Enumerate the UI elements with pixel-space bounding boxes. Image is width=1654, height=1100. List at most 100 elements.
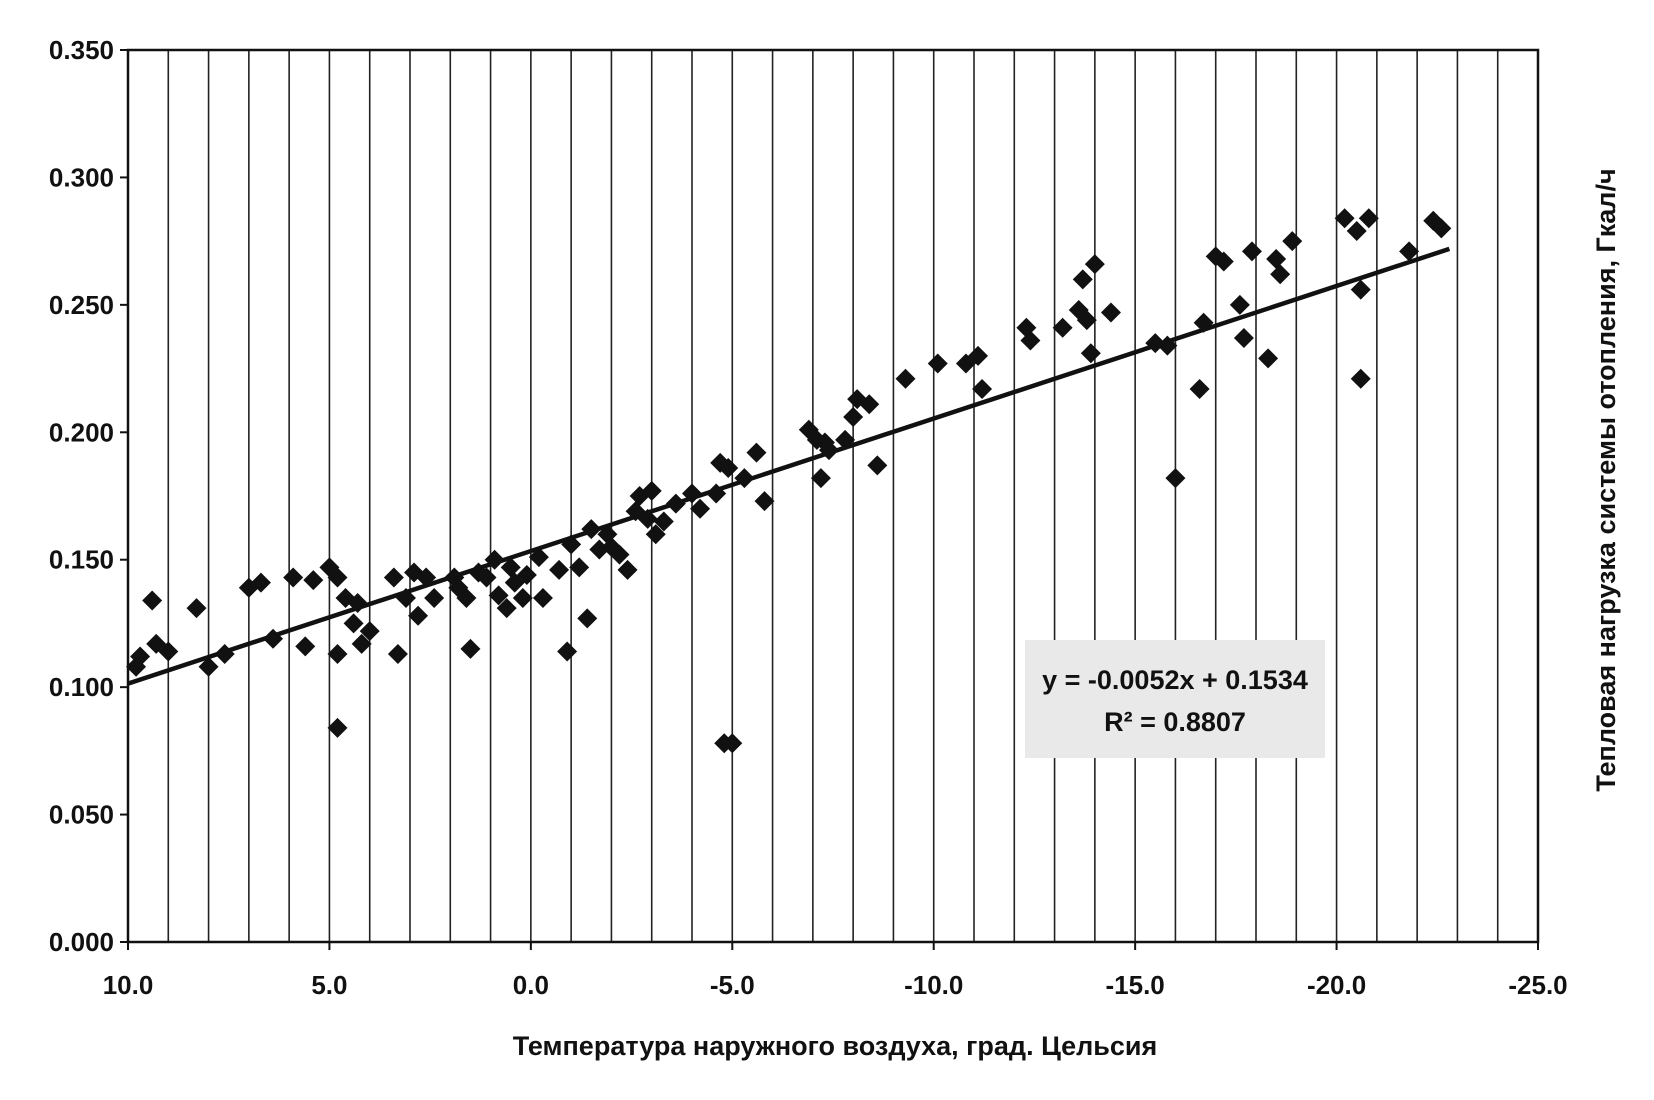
data-point [327,644,348,665]
data-point [549,559,570,580]
data-point [1020,330,1041,351]
x-tick-label: -5.0 [710,970,755,1000]
data-point [1399,241,1420,262]
data-point [569,557,590,578]
y-tick-label: 0.250 [49,290,114,320]
data-point [327,567,348,588]
data-point [746,442,767,463]
data-point [641,480,662,501]
data-point [653,511,674,532]
x-tick-label: -20.0 [1307,970,1366,1000]
data-point [1229,294,1250,315]
data-point [577,608,598,629]
y-tick-label: 0.350 [49,35,114,65]
data-point [609,544,630,565]
data-point [1233,327,1254,348]
data-point [130,646,151,667]
data-point [682,483,702,504]
data-point [1350,279,1371,300]
y-axis-title: Тепловая нагрузка системы отопления, Гка… [1591,168,1621,791]
trendline-equation: y = -0.0052x + 0.1534 [1042,665,1308,695]
data-point [295,636,316,657]
data-point [476,567,497,588]
data-point [734,468,755,489]
data-point [1358,208,1379,229]
data-point [1076,310,1097,331]
data-points [126,208,1452,754]
r-squared-label: R² = 0.8807 [1104,707,1246,737]
data-point [645,524,666,545]
data-point [351,633,372,654]
data-point [516,565,537,586]
trendline [127,246,1451,686]
data-point [1213,251,1234,272]
data-point [818,440,839,461]
y-tick-labels: 0.000 0.050 0.100 0.150 0.200 0.250 0.300 0.350 [49,35,128,957]
data-point [1165,468,1186,489]
data-point [408,605,429,626]
data-point [835,429,856,450]
data-point [424,587,445,608]
data-point [512,587,533,608]
data-point [1100,302,1121,323]
trendline-group [127,246,1451,686]
data-point [283,567,304,588]
data-point [1157,335,1178,356]
data-point [1431,218,1452,239]
data-point [387,644,408,665]
x-tick-label: -25.0 [1508,970,1567,1000]
data-point [488,585,509,606]
equation-box-background [1025,640,1325,758]
data-point [859,394,880,415]
data-point [198,656,219,677]
data-point [968,345,989,366]
y-tick-label: 0.100 [49,672,114,702]
data-point [1052,317,1073,338]
data-point [383,567,404,588]
data-point [1189,378,1210,399]
plot-area [128,50,1538,942]
x-tick-label: -15.0 [1106,970,1165,1000]
data-point [1072,269,1093,290]
data-point [250,572,271,593]
y-tick-label: 0.050 [49,800,114,830]
data-point [343,613,364,634]
data-point [359,621,380,642]
data-point [1350,368,1371,389]
data-point [1193,312,1214,333]
data-point [1282,231,1303,252]
x-tick-label: 5.0 [311,970,347,1000]
data-point [867,455,888,476]
data-point [927,353,948,374]
data-point [186,598,207,619]
data-point [496,598,517,619]
x-tick-label: 10.0 [103,970,154,1000]
data-point [484,549,505,570]
data-point [637,508,658,529]
data-point [754,491,775,512]
x-axis-title: Температура наружного воздуха, град. Цел… [513,1031,1158,1061]
data-point [972,378,993,399]
data-point [263,628,284,649]
data-point [142,590,163,611]
data-point [158,641,179,662]
data-point [1270,264,1291,285]
data-point [581,519,602,540]
data-point [460,638,481,659]
data-point [327,717,348,738]
data-point [690,498,711,519]
x-tick-labels: 10.0 5.0 0.0 -5.0 -10.0 -15.0 -20.0 -25.0 [103,942,1568,1000]
data-point [810,468,831,489]
data-point [1080,343,1101,364]
y-tick-label: 0.200 [49,417,114,447]
data-point [1334,208,1355,229]
x-tick-label: 0.0 [513,970,549,1000]
x-tick-label: -10.0 [904,970,963,1000]
data-point [722,733,743,754]
data-point [416,567,437,588]
data-point [528,547,549,568]
data-point [214,644,235,665]
y-tick-label: 0.300 [49,162,114,192]
equation-box: y = -0.0052x + 0.1534 R² = 0.8807 [1025,640,1325,758]
data-point [706,483,727,504]
